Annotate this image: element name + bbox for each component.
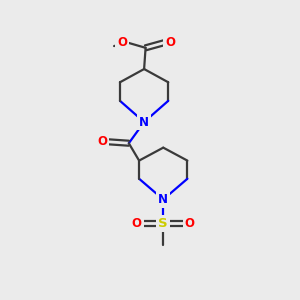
Text: O: O (185, 217, 195, 230)
Text: O: O (97, 135, 107, 148)
Text: S: S (158, 217, 168, 230)
Text: O: O (132, 217, 142, 230)
Text: N: N (139, 116, 149, 128)
Text: O: O (165, 36, 175, 49)
Text: O: O (117, 36, 127, 49)
Text: N: N (158, 193, 168, 206)
